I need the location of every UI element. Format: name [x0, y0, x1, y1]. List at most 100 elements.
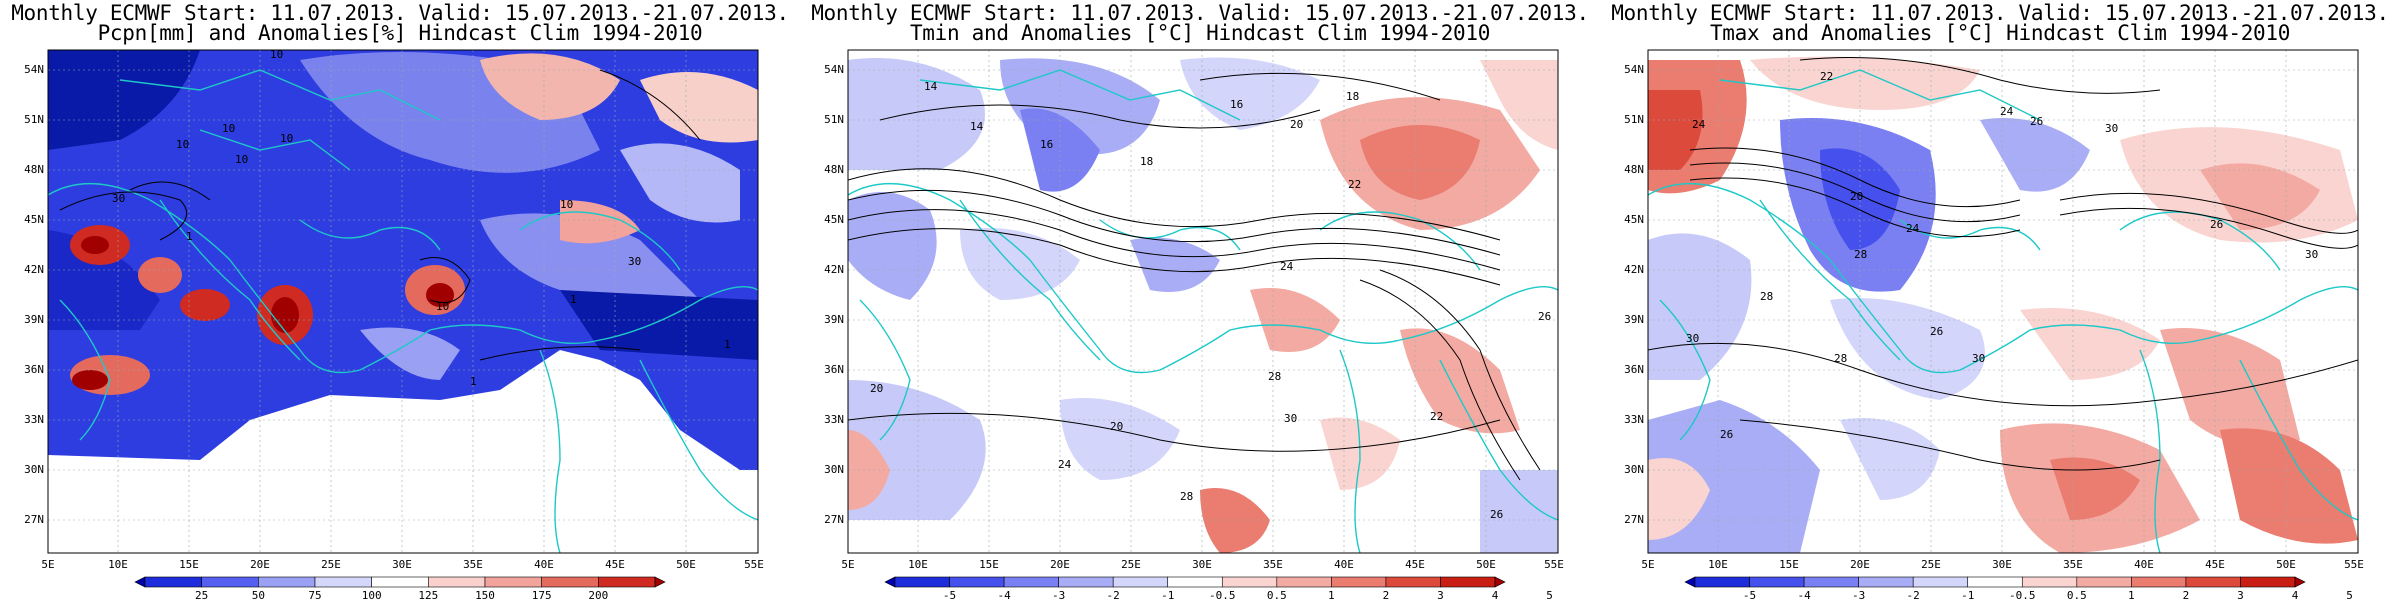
lat-label: 27N	[824, 513, 844, 526]
contour-label: 10	[560, 198, 573, 211]
lat-label: 30N	[24, 463, 44, 476]
contour-label: 28	[1854, 248, 1867, 261]
colorbar-label: 3	[1437, 589, 1444, 600]
tmin-panel: Monthly ECMWF Start: 11.07.2013. Valid: …	[800, 0, 1600, 600]
contour-label: 30	[2305, 248, 2318, 261]
colorbar-label: 2	[1383, 589, 1390, 600]
lon-label: 55E	[744, 558, 764, 571]
colorbar-label: 50	[252, 589, 265, 600]
colorbar-bin	[2021, 576, 2078, 588]
colorbar-bin	[949, 576, 1005, 588]
colorbar-label: -1	[1161, 589, 1174, 600]
lat-label: 51N	[1624, 113, 1644, 126]
contour-label: 10	[270, 48, 283, 61]
contour-label: 26	[2030, 115, 2043, 128]
colorbar-bin	[2185, 576, 2241, 588]
contour-label: 18	[1346, 90, 1359, 103]
colorbar-bin	[1803, 576, 1859, 588]
lon-label: 40E	[1334, 558, 1354, 571]
lon-label: 35E	[1263, 558, 1283, 571]
colorbar-label: 5	[1546, 589, 1553, 600]
lat-label: 48N	[824, 163, 844, 176]
colorbar-bin	[314, 576, 372, 588]
colorbar-label: -5	[1743, 589, 1756, 600]
colorbar-bin	[258, 576, 316, 588]
contour-label: 20	[1110, 420, 1123, 433]
contour-label: 26	[2210, 218, 2223, 231]
panel-subtitle: Pcpn[mm] and Anomalies[%] Hindcast Clim …	[97, 21, 703, 45]
colorbar-label: -4	[997, 589, 1011, 600]
lat-label: 39N	[824, 313, 844, 326]
colorbar-label: 200	[588, 589, 608, 600]
colorbar-arrow-high	[654, 576, 666, 588]
panel-title: Monthly ECMWF Start: 11.07.2013. Valid: …	[11, 1, 789, 25]
lat-label: 33N	[1624, 413, 1644, 426]
colorbar-label: -2	[1107, 589, 1120, 600]
contour-label: 28	[1834, 352, 1847, 365]
lon-label: 10E	[1708, 558, 1728, 571]
contour-label: 26	[1538, 310, 1551, 323]
contour-label: 16	[1230, 98, 1243, 111]
lon-label: 20E	[1850, 558, 1870, 571]
colorbar-label: -5	[943, 589, 956, 600]
colorbar: 25 50 75 100 125 150 175 200	[134, 576, 666, 600]
lat-label: 48N	[24, 163, 44, 176]
contour-label: 20	[870, 382, 883, 395]
lon-label: 10E	[908, 558, 928, 571]
colorbar-bin	[144, 576, 202, 588]
colorbar-bin	[1331, 576, 1387, 588]
lon-label: 25E	[1121, 558, 1141, 571]
lon-label: 30E	[1992, 558, 2012, 571]
colorbar-bin	[1967, 576, 2023, 588]
contour-label: 10	[280, 132, 293, 145]
colorbar-label: 1	[1328, 589, 1335, 600]
colorbar-label: 5	[2346, 589, 2353, 600]
colorbar-bin	[1440, 576, 1496, 588]
contour-label: 26	[1720, 428, 1733, 441]
contour-label: 24	[1692, 118, 1706, 131]
lon-label: 5E	[841, 558, 854, 571]
contour-label: 1	[186, 230, 193, 243]
contour-label: 10	[176, 138, 189, 151]
colorbar-label: 100	[362, 589, 382, 600]
colorbar-bin	[1003, 576, 1059, 588]
colorbar-label: -3	[1852, 589, 1865, 600]
contour-label: 14	[970, 120, 984, 133]
lat-label: 39N	[24, 313, 44, 326]
contour-label: 10	[222, 122, 235, 135]
lon-label: 20E	[1050, 558, 1070, 571]
lon-label: 50E	[676, 558, 696, 571]
lat-label: 33N	[24, 413, 44, 426]
colorbar-bin	[1221, 576, 1278, 588]
lat-label: 36N	[1624, 363, 1644, 376]
colorbar-bin	[1385, 576, 1441, 588]
colorbar-label: 125	[418, 589, 438, 600]
colorbar-bin	[1858, 576, 1914, 588]
contour-label: 1	[470, 375, 477, 388]
lon-label: 55E	[2344, 558, 2364, 571]
lon-label: 50E	[2276, 558, 2296, 571]
colorbar-arrow-high	[1494, 576, 1506, 588]
colorbar-label: -2	[1907, 589, 1920, 600]
contour-label: 22	[1348, 178, 1361, 191]
lon-label: 10E	[108, 558, 128, 571]
tmin-map: 14 14 16 18 20 18 16 22 20 24 28 30 20 2…	[824, 49, 1564, 600]
lat-label: 48N	[1624, 163, 1644, 176]
colorbar-arrow-low	[1684, 576, 1696, 588]
colorbar-bin	[371, 576, 429, 588]
colorbar-bin	[541, 576, 599, 588]
contour-label: 24	[2000, 105, 2014, 118]
colorbar-label: 1	[2128, 589, 2135, 600]
colorbar-bin	[428, 576, 486, 588]
panel-title: Monthly ECMWF Start: 11.07.2013. Valid: …	[1611, 1, 2389, 25]
contour-label: 20	[1850, 190, 1863, 203]
colorbar-label: 0.5	[1267, 589, 1287, 600]
contour-label: 1	[724, 338, 731, 351]
lat-label: 27N	[24, 513, 44, 526]
colorbar-label: 4	[2292, 589, 2299, 600]
colorbar-arrow-low	[134, 576, 146, 588]
colorbar-bin	[484, 576, 542, 588]
contour-label: 16	[1040, 138, 1053, 151]
contour-label: 10	[436, 300, 449, 313]
lon-label: 30E	[1192, 558, 1212, 571]
